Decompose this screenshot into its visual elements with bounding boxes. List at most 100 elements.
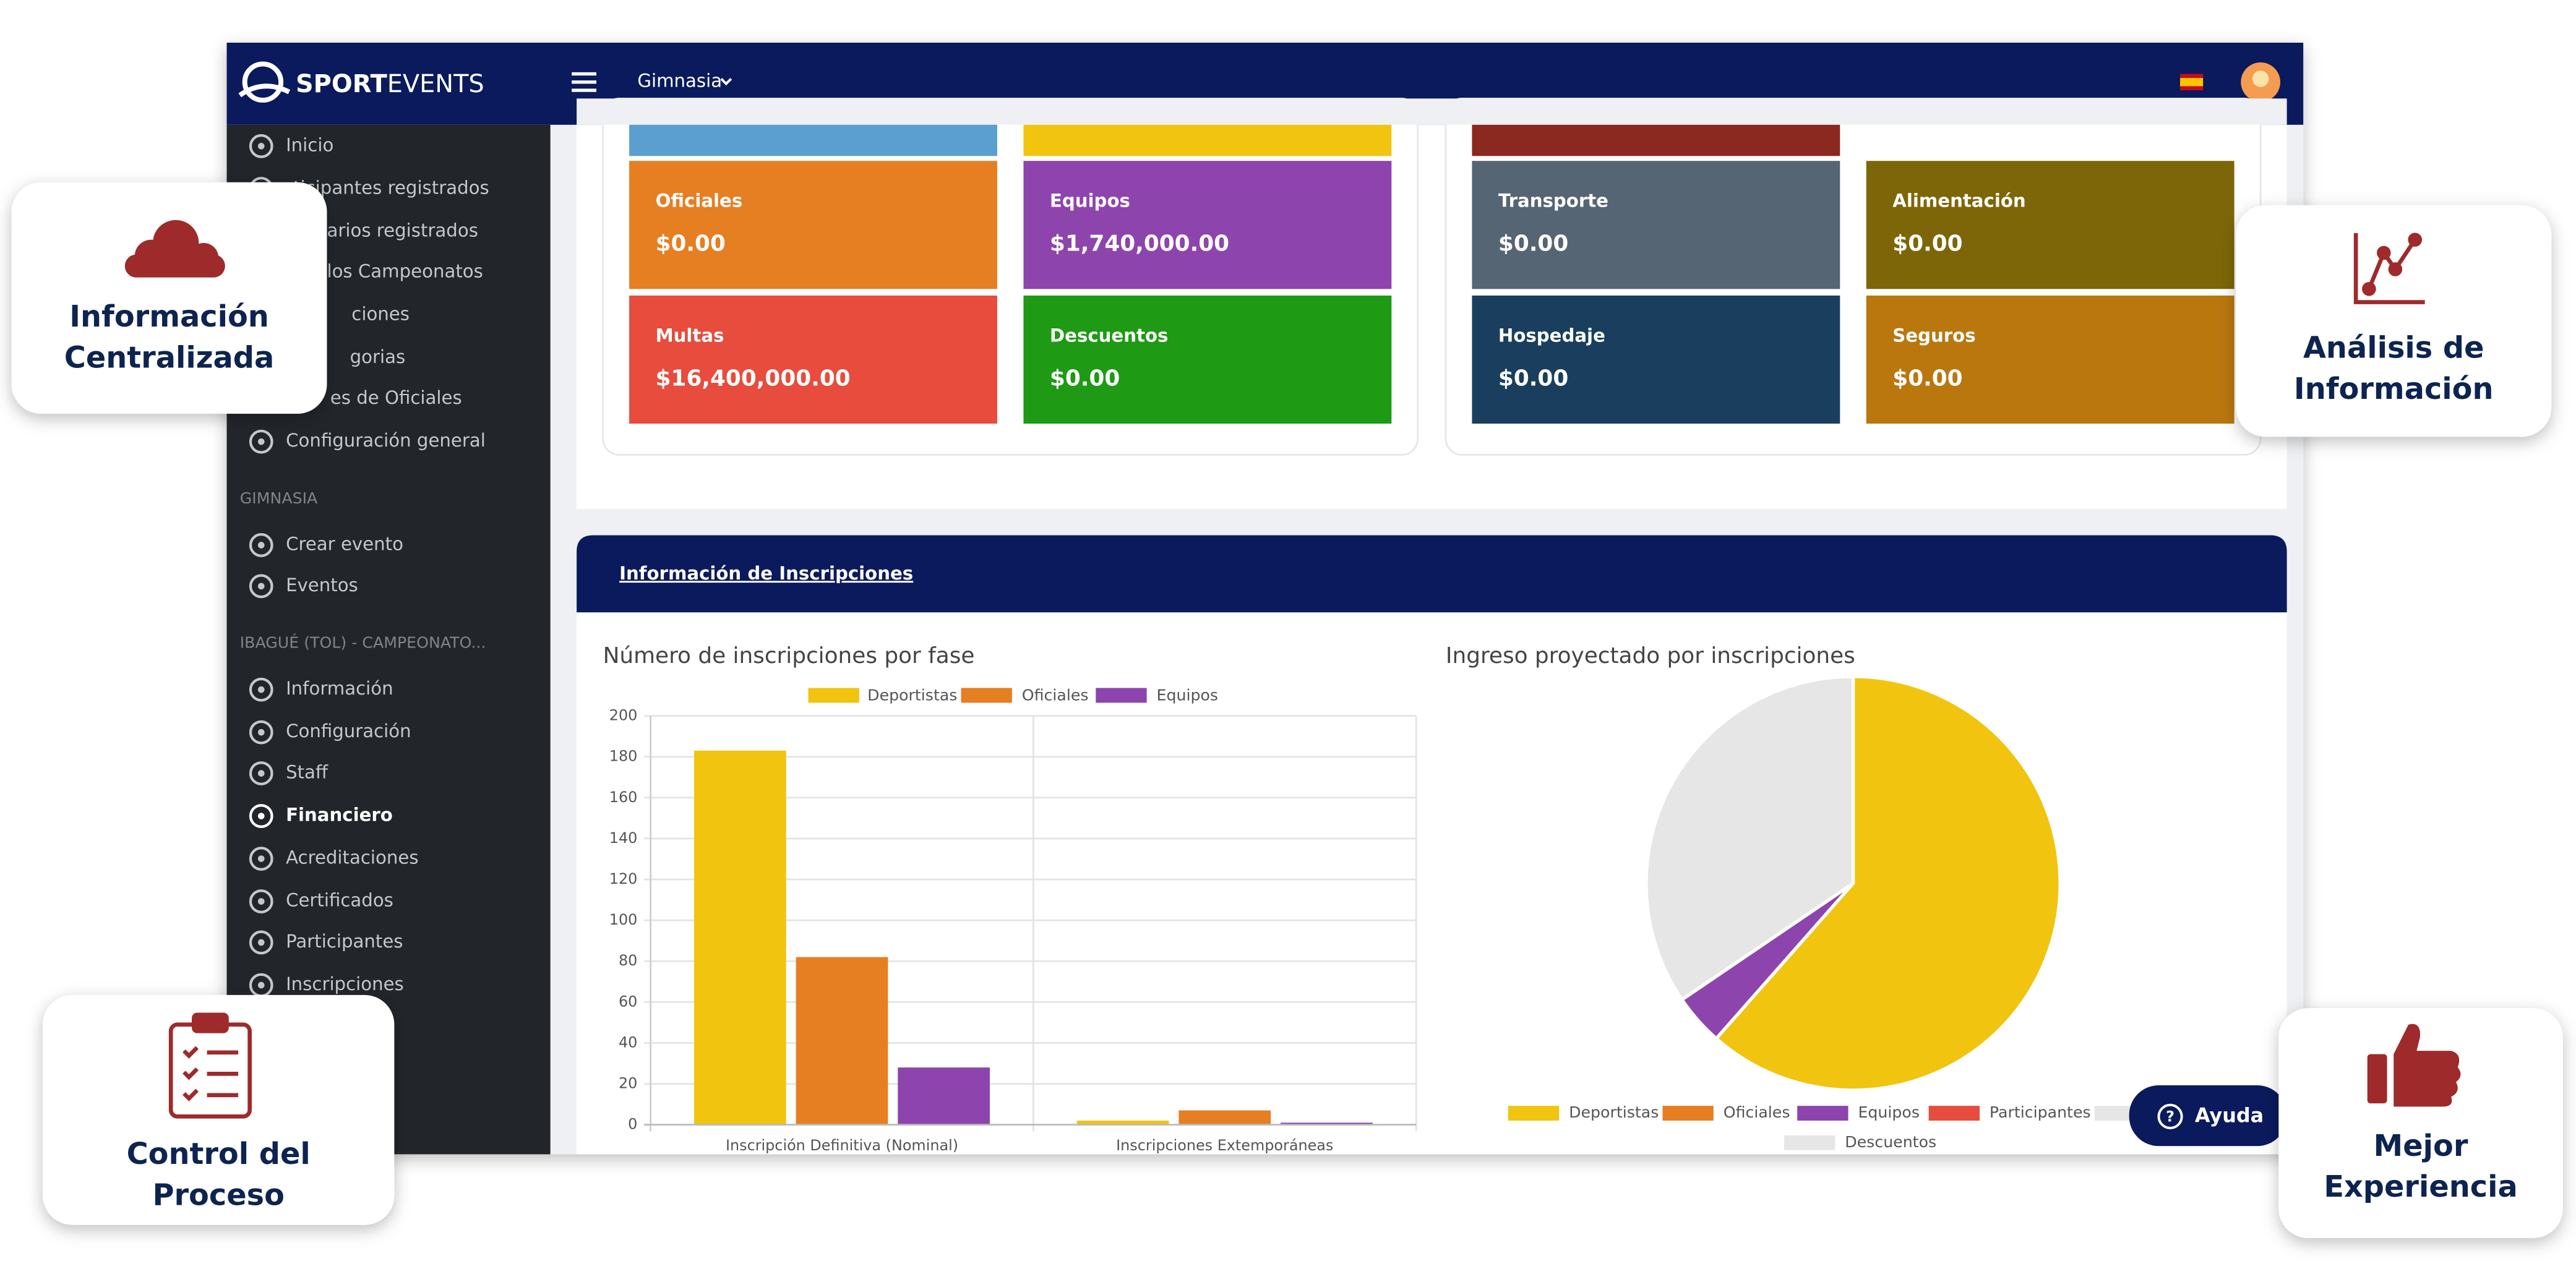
sidebar-icon-dot [257, 729, 265, 736]
summary-tile [1472, 161, 1840, 289]
sidebar-icon-dot [257, 813, 265, 819]
y-tick-label: 120 [609, 870, 638, 887]
sidebar-item[interactable]: los Campeonatos [327, 261, 483, 282]
sidebar-item[interactable]: Configuración [286, 720, 411, 742]
callout-text: Centralizada [64, 341, 274, 375]
summary-tile [629, 295, 997, 424]
tile-label: Oficiales [656, 190, 743, 212]
legend-swatch [1784, 1135, 1835, 1150]
chart-title: Ingreso proyectado por inscripciones [1446, 643, 1855, 669]
callout-text: Análisis de [2303, 331, 2484, 365]
tile-label: Multas [656, 325, 724, 346]
help-label[interactable]: Ayuda [2195, 1103, 2264, 1127]
sidebar-icon [249, 134, 273, 158]
legend-swatch [808, 688, 859, 703]
callout-text: Información [2294, 372, 2494, 406]
feature-callout [43, 994, 395, 1225]
sidebar-item[interactable]: gorias [350, 346, 406, 367]
bar [693, 750, 786, 1125]
legend-label[interactable]: Descuentos [1845, 1133, 1936, 1151]
feature-callout [2236, 205, 2552, 437]
event-menu[interactable]: Gimnasia [637, 71, 722, 92]
sidebar-icon-dot [257, 981, 265, 989]
section-title[interactable]: Información de Inscripciones [619, 563, 913, 584]
summary-tile [1023, 124, 1392, 156]
y-tick-label: 0 [628, 1116, 637, 1133]
logo: SPORTEVENTS [238, 61, 484, 103]
panel-top [577, 98, 2287, 125]
legend-label[interactable]: Oficiales [1022, 686, 1089, 704]
y-tick-label: 140 [609, 829, 638, 847]
tile-amount: $0.00 [1498, 231, 1568, 257]
y-tick-label: 60 [619, 993, 637, 1010]
sidebar-item[interactable]: Información [286, 678, 393, 699]
y-tick-label: 180 [609, 748, 638, 765]
legend-label[interactable]: Equipos [1858, 1103, 1920, 1121]
sidebar-item[interactable]: Inscripciones [286, 973, 404, 994]
sidebar-item[interactable]: Acreditaciones [286, 847, 418, 868]
svg-text:?: ? [2166, 1108, 2175, 1126]
sidebar-icon-dot [257, 855, 265, 862]
tile-label: Hospedaje [1498, 325, 1605, 346]
sidebar-icon-dot [257, 542, 265, 549]
legend-label[interactable]: Participantes [1990, 1103, 2091, 1121]
summary-tile [1866, 161, 2235, 289]
tile-label: Seguros [1892, 325, 1975, 346]
sidebar-icon [249, 429, 273, 454]
y-tick-label: 80 [619, 952, 637, 969]
icon-clipboard [168, 1012, 252, 1119]
sidebar-item[interactable]: Inicio [286, 134, 333, 155]
sidebar-item[interactable]: Participantes [286, 931, 403, 952]
y-tick-label: 100 [609, 911, 638, 928]
sidebar-icon [249, 574, 273, 599]
legend-label[interactable]: Oficiales [1724, 1103, 1790, 1121]
tile-label: Alimentación [1892, 190, 2025, 212]
tile-amount: $0.00 [1892, 365, 1962, 391]
tile-amount: $0.00 [1498, 365, 1568, 391]
summary-tile [1472, 295, 1840, 424]
sidebar-item[interactable]: es de Oficiales [330, 387, 462, 408]
summary-tile [1023, 295, 1392, 424]
y-tick-label: 40 [619, 1033, 637, 1051]
legend-label[interactable]: Deportistas [1569, 1103, 1659, 1121]
sidebar-item[interactable]: Financiero [286, 805, 393, 826]
sidebar-icon [249, 720, 273, 745]
sidebar-icon [249, 889, 273, 913]
legend-label[interactable]: Equipos [1157, 686, 1219, 704]
help-button[interactable]: ? Ayuda [2129, 1085, 2287, 1147]
sidebar-icon [249, 930, 273, 955]
avatar-icon [2252, 71, 2269, 87]
bar [1076, 1121, 1169, 1125]
icon-cloud [124, 220, 225, 278]
feature-callout [2278, 1008, 2563, 1238]
legend-swatch [1662, 1106, 1714, 1121]
sidebar-item[interactable]: Staff [286, 761, 328, 782]
x-tick-label: Inscripciones Extemporáneas [1116, 1137, 1333, 1154]
sidebar-item[interactable]: Eventos [286, 575, 358, 596]
language-flag[interactable] [2179, 74, 2204, 91]
legend-label[interactable]: Deportistas [867, 686, 957, 704]
bar [898, 1067, 990, 1125]
summary-tile [629, 161, 997, 289]
sidebar-item[interactable]: Crear evento [286, 533, 403, 554]
legend-swatch [1096, 688, 1147, 703]
sidebar-icon-dot [257, 142, 265, 150]
tile-label: Descuentos [1050, 325, 1168, 346]
callout-text: Experiencia [2324, 1170, 2517, 1204]
menu-toggle[interactable] [572, 72, 596, 92]
sidebar-icon-dot [257, 770, 265, 777]
caret [720, 78, 732, 86]
section-header [577, 535, 2287, 613]
pie-slice [1644, 675, 1855, 1002]
sidebar-item[interactable]: ciones [351, 304, 410, 325]
bar [1281, 1122, 1373, 1125]
bar [1179, 1110, 1271, 1125]
summary-tile [1472, 124, 1840, 156]
sidebar-item[interactable]: arios registrados [327, 220, 478, 241]
legend-swatch [1797, 1106, 1848, 1121]
sidebar-item[interactable]: Configuración general [286, 430, 486, 451]
legend-swatch [1508, 1106, 1560, 1121]
sidebar-icon-dot [257, 438, 265, 445]
sidebar-item[interactable]: Certificados [286, 890, 393, 911]
